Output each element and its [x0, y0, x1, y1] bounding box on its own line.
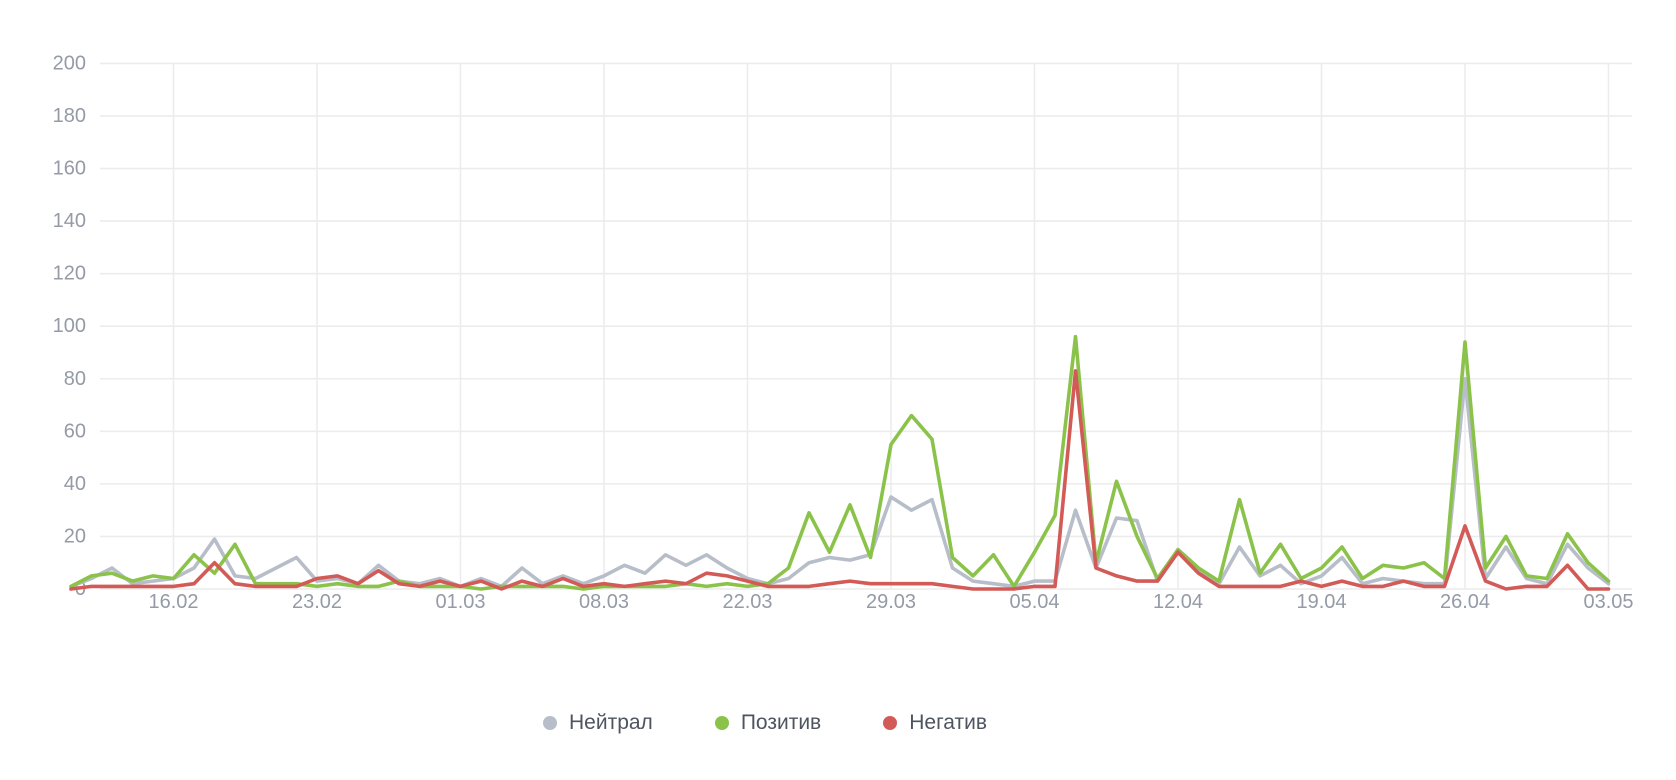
- x-axis-label: 19.04: [1296, 591, 1346, 613]
- y-axis-label: 40: [64, 473, 86, 495]
- x-axis-label: 16.02: [148, 591, 198, 613]
- legend-label-negative: Негатив: [909, 711, 987, 734]
- legend-dot-positive-icon: [714, 715, 729, 730]
- y-axis-label: 160: [53, 158, 86, 180]
- x-axis-label: 29.03: [866, 591, 916, 613]
- legend-item-negative[interactable]: Негатив: [883, 712, 987, 733]
- y-axis-label: 100: [53, 315, 86, 337]
- x-axis-label: 22.03: [722, 591, 772, 613]
- x-axis-label: 23.02: [292, 591, 342, 613]
- y-axis-label: 80: [64, 368, 86, 390]
- y-axis-label: 180: [53, 105, 86, 127]
- legend-dot-negative-icon: [883, 715, 898, 730]
- chart-legend: Нейтрал Позитив Негатив: [543, 712, 987, 733]
- legend-label-positive: Позитив: [740, 711, 822, 734]
- legend-dot-neutral-icon: [543, 715, 557, 730]
- y-axis-label: 60: [64, 420, 86, 442]
- legend-item-neutral[interactable]: Нейтрал: [543, 712, 653, 733]
- series-line-1: [69, 334, 1611, 591]
- x-axis-label: 12.04: [1153, 591, 1203, 613]
- y-axis-label: 140: [53, 210, 86, 232]
- x-axis-label: 03.05: [1583, 591, 1633, 613]
- x-axis-label: 01.03: [435, 591, 485, 613]
- y-axis-label: 20: [64, 525, 86, 547]
- series-line-0: [69, 376, 1611, 589]
- legend-item-positive[interactable]: Позитив: [714, 711, 822, 734]
- x-axis-label: 08.03: [579, 591, 629, 613]
- y-axis-label: 120: [53, 263, 86, 285]
- series-line-2: [69, 369, 1611, 591]
- x-axis-label: 05.04: [1009, 591, 1059, 613]
- y-axis-label: 200: [53, 52, 86, 74]
- legend-label-neutral: Нейтрал: [569, 711, 653, 734]
- x-axis-label: 26.04: [1440, 591, 1490, 613]
